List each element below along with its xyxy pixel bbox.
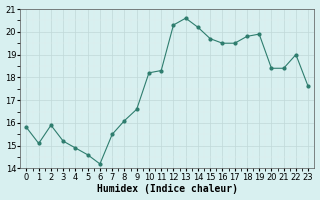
X-axis label: Humidex (Indice chaleur): Humidex (Indice chaleur) — [97, 184, 238, 194]
